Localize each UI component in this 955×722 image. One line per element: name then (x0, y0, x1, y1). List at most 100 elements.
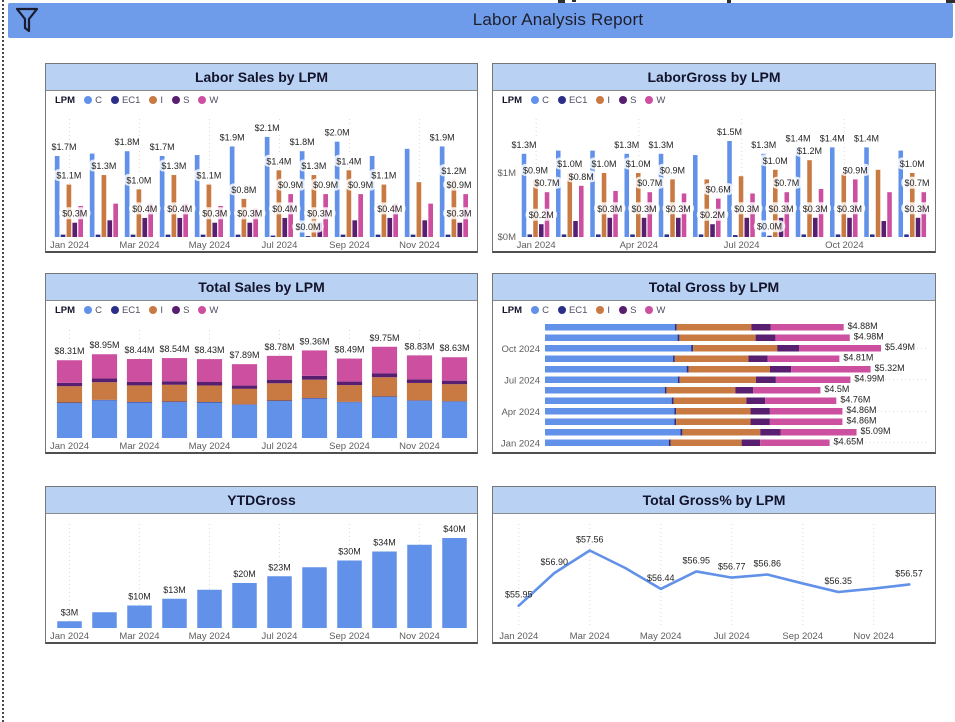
svg-text:$1.3M: $1.3M (91, 161, 116, 171)
svg-text:$3M: $3M (61, 607, 79, 617)
svg-text:$56.90: $56.90 (540, 557, 568, 567)
svg-text:$4.86M: $4.86M (846, 416, 876, 426)
svg-text:$56.44: $56.44 (647, 573, 675, 583)
svg-text:$20M: $20M (233, 569, 256, 579)
panel-gross-pct: Total Gross% by LPM Jan 2024 Mar 2024 May … (492, 486, 936, 644)
svg-text:$4.5M: $4.5M (824, 384, 849, 394)
svg-text:Mar 2024: Mar 2024 (570, 631, 610, 642)
legend-item-W[interactable]: W (645, 95, 665, 106)
svg-text:$1.1M: $1.1M (371, 171, 396, 181)
ytd-gross-chart-svg[interactable]: Jan 2024 Mar 2024 May 2024 Jul 2024 Sep 2024… (46, 514, 477, 642)
svg-text:$0.8M: $0.8M (231, 185, 256, 195)
legend-item-S[interactable]: S (619, 305, 636, 316)
svg-text:$0.9M: $0.9M (843, 165, 868, 175)
svg-text:Apr 2024: Apr 2024 (501, 407, 540, 418)
legend-item-I[interactable]: I (149, 305, 163, 316)
svg-text:$8.78M: $8.78M (264, 342, 294, 352)
svg-text:$0.3M: $0.3M (597, 204, 622, 214)
svg-text:$2.1M: $2.1M (255, 123, 280, 133)
svg-text:$30M: $30M (338, 547, 361, 557)
panel-ytd-gross: YTDGross Jan 2024 Mar 2024 May 2024 Jul 202… (45, 486, 478, 644)
filter-funnel-icon[interactable] (13, 5, 41, 37)
svg-text:Nov 2024: Nov 2024 (399, 240, 440, 251)
svg-text:Sep 2024: Sep 2024 (782, 631, 823, 642)
labor-sales-chart[interactable]: Jan 2024 Mar 2024 May 2024 Jul 2024 Sep 2024… (46, 109, 477, 251)
svg-text:May 2024: May 2024 (189, 240, 231, 251)
legend-item-C[interactable]: C (84, 95, 102, 106)
svg-text:$1.4M: $1.4M (820, 133, 845, 143)
svg-text:$1.0M: $1.0M (557, 159, 582, 169)
labor-sales-chart-svg[interactable]: Jan 2024 Mar 2024 May 2024 Jul 2024 Sep 2024… (46, 109, 477, 251)
legend-item-S[interactable]: S (619, 95, 636, 106)
filter-pane-edge (2, 0, 4, 722)
svg-text:$1.9M: $1.9M (220, 132, 245, 142)
svg-text:$0.9M: $0.9M (348, 180, 373, 190)
legend-title: LPM (55, 304, 76, 316)
ytd-gross-chart[interactable]: Jan 2024 Mar 2024 May 2024 Jul 2024 Sep 2024… (46, 514, 477, 642)
svg-text:$56.77: $56.77 (718, 562, 746, 572)
svg-text:$0.2M: $0.2M (700, 210, 725, 220)
legend-item-S[interactable]: S (172, 95, 189, 106)
gross-pct-chart[interactable]: Jan 2024 Mar 2024 May 2024 Jul 2024 Sep 2024… (493, 514, 935, 642)
svg-text:$1.5M: $1.5M (717, 127, 742, 137)
legend-item-C[interactable]: C (531, 95, 549, 106)
top-edge-artifact (727, 0, 731, 3)
svg-text:Jul 2024: Jul 2024 (262, 441, 298, 452)
labor-gross-chart-svg[interactable]: Jan 2024 Apr 2024 Jul 2024 Oct 2024 $0M $1M $1… (493, 109, 935, 251)
legend-swatch-EC1 (110, 96, 119, 104)
svg-text:$7.89M: $7.89M (229, 350, 259, 360)
legend-item-W[interactable]: W (198, 305, 218, 316)
panel-title-total-sales: Total Sales by LPM (46, 274, 477, 301)
legend-title: LPM (502, 94, 523, 106)
top-edge-artifact (572, 0, 576, 2)
svg-text:$1.3M: $1.3M (751, 140, 776, 150)
legend-swatch-I (149, 306, 158, 314)
labor-gross-chart[interactable]: Jan 2024 Apr 2024 Jul 2024 Oct 2024 $0M $1M $1… (493, 109, 935, 251)
svg-text:$1.3M: $1.3M (512, 140, 537, 150)
svg-text:Jul 2024: Jul 2024 (262, 631, 298, 642)
legend-item-W[interactable]: W (198, 95, 218, 106)
legend-item-EC1[interactable]: EC1 (110, 305, 140, 316)
svg-text:$56.35: $56.35 (824, 576, 852, 586)
legend-item-EC1[interactable]: EC1 (557, 305, 587, 316)
legend-labor-sales: LPM C EC1 I S W (46, 91, 477, 109)
svg-text:$40M: $40M (443, 524, 466, 534)
panel-total-gross: Total Gross by LPM LPM C EC1 I S W Oct 2024 Ju… (492, 273, 936, 454)
svg-text:$4.65M: $4.65M (834, 437, 864, 447)
legend-item-C[interactable]: C (84, 305, 102, 316)
svg-text:$8.83M: $8.83M (404, 341, 434, 351)
svg-text:$1.3M: $1.3M (649, 140, 674, 150)
svg-text:$57.56: $57.56 (576, 535, 604, 545)
legend-total-gross: LPM C EC1 I S W (493, 301, 935, 319)
total-gross-chart[interactable]: Oct 2024 Jul 2024 Apr 2024 Jan 2024 $4.88M $4… (493, 319, 935, 452)
legend-swatch-S (172, 306, 181, 314)
svg-text:Nov 2024: Nov 2024 (853, 631, 894, 642)
gross-pct-chart-svg[interactable]: Jan 2024 Mar 2024 May 2024 Jul 2024 Sep 2024… (493, 514, 935, 642)
svg-text:Jan 2024: Jan 2024 (50, 441, 89, 452)
legend-item-I[interactable]: I (149, 95, 163, 106)
legend-item-EC1[interactable]: EC1 (110, 95, 140, 106)
legend-item-I[interactable]: I (596, 95, 610, 106)
svg-text:$0.0M: $0.0M (296, 222, 321, 232)
legend-title: LPM (502, 304, 523, 316)
legend-item-C[interactable]: C (531, 305, 549, 316)
svg-text:Mar 2024: Mar 2024 (119, 441, 159, 452)
svg-text:Mar 2024: Mar 2024 (119, 240, 159, 251)
legend-item-S[interactable]: S (172, 305, 189, 316)
svg-text:$0.3M: $0.3M (62, 209, 87, 219)
svg-text:$56.95: $56.95 (682, 555, 710, 565)
legend-item-EC1[interactable]: EC1 (557, 95, 587, 106)
svg-text:$8.95M: $8.95M (89, 340, 119, 350)
total-sales-chart[interactable]: Jan 2024 Mar 2024 May 2024 Jul 2024 Sep 2024… (46, 319, 477, 452)
svg-text:Jul 2024: Jul 2024 (262, 240, 298, 251)
svg-text:$55.95: $55.95 (505, 590, 533, 600)
legend-swatch-W (645, 306, 654, 314)
svg-text:Oct 2024: Oct 2024 (825, 240, 864, 251)
svg-text:$2.0M: $2.0M (325, 128, 350, 138)
legend-item-I[interactable]: I (596, 305, 610, 316)
svg-text:$1.0M: $1.0M (126, 175, 151, 185)
total-sales-chart-svg[interactable]: Jan 2024 Mar 2024 May 2024 Jul 2024 Sep 2024… (46, 319, 477, 452)
legend-item-W[interactable]: W (645, 305, 665, 316)
